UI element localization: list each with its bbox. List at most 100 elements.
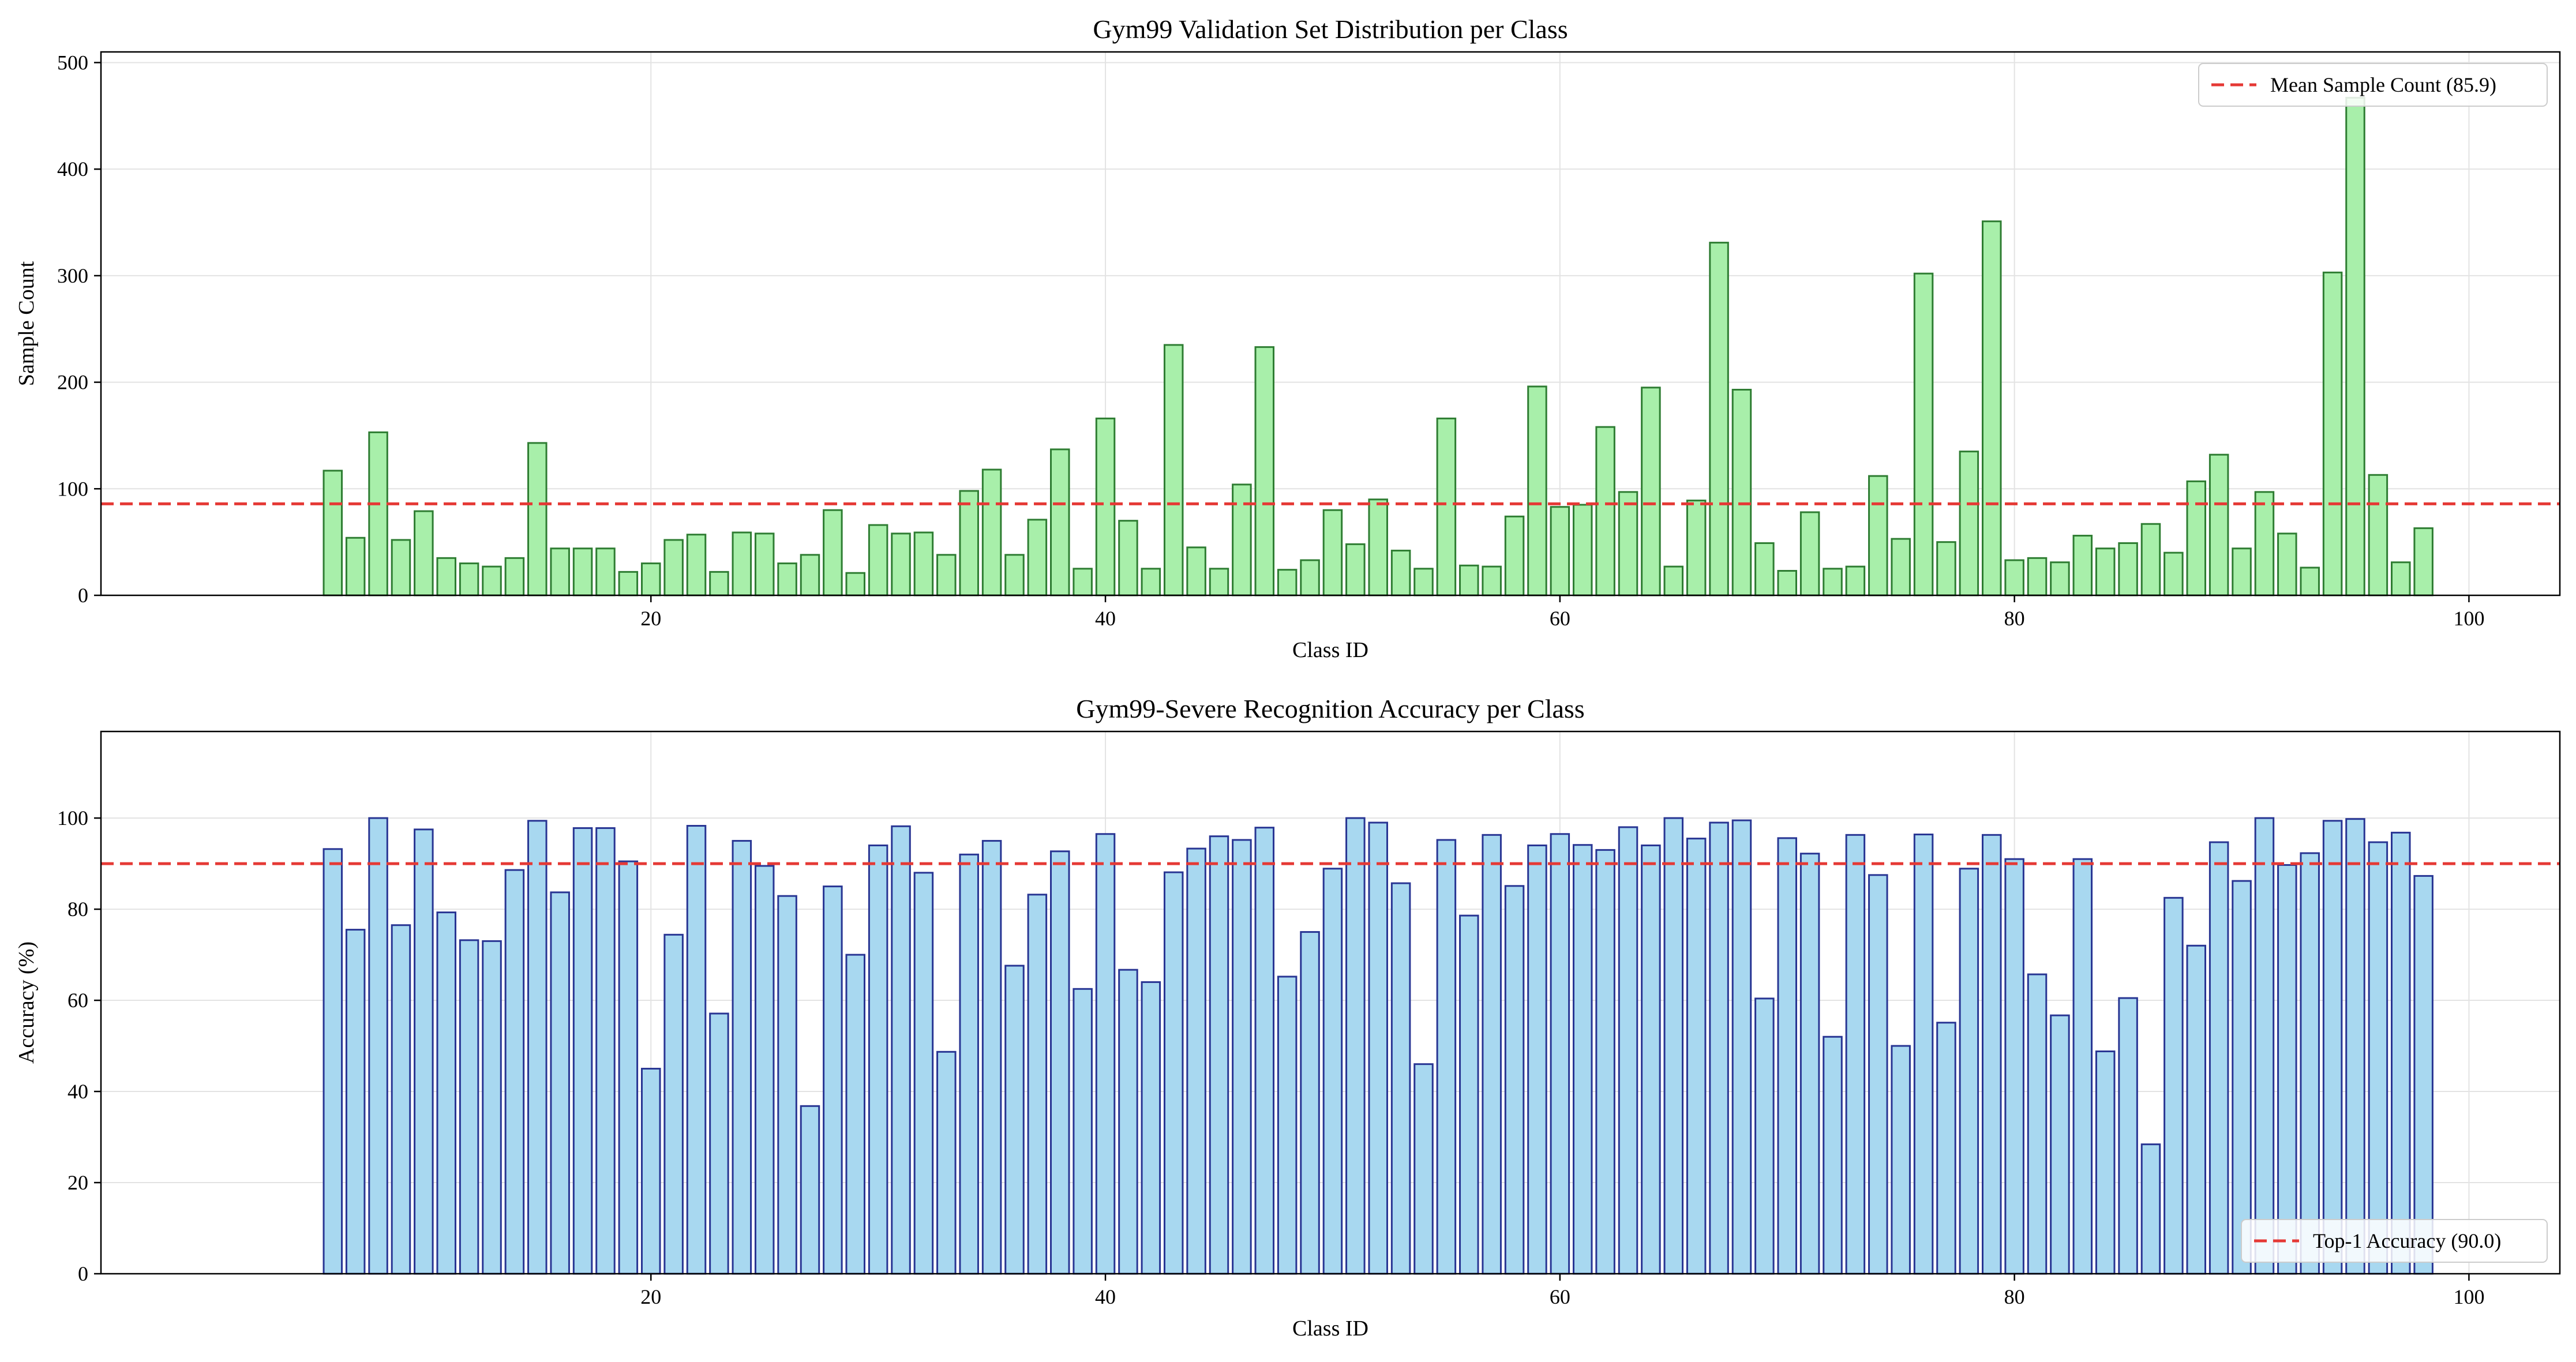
bar-class-40	[1095, 833, 1116, 1275]
bar-class-15	[527, 442, 548, 596]
bar-class-8	[368, 431, 388, 596]
x-tick-label: 20	[640, 1285, 661, 1308]
bar-class-69	[1754, 997, 1775, 1275]
bar-class-79	[1981, 220, 2002, 596]
bar-class-52	[1368, 821, 1388, 1275]
bar-class-70	[1777, 570, 1797, 596]
y-tick-label: 0	[78, 1262, 88, 1285]
bar-class-19	[618, 571, 639, 596]
bar-class-49	[1300, 931, 1320, 1275]
bar-class-16	[550, 547, 570, 596]
bar-class-56	[1459, 914, 1479, 1275]
bar-class-24	[732, 840, 752, 1275]
bar-class-85	[2118, 542, 2138, 596]
bar-class-27	[800, 554, 820, 596]
bar-class-84	[2095, 1050, 2116, 1275]
bar-class-51	[1345, 817, 1366, 1275]
bar-class-26	[777, 562, 797, 596]
bar-class-51	[1345, 543, 1366, 596]
bar-class-73	[1845, 565, 1866, 596]
bar-class-90	[2232, 880, 2252, 1275]
bar-class-22	[686, 534, 707, 596]
bar-class-86	[2140, 1143, 2161, 1275]
bar-class-13	[482, 565, 502, 596]
bar-class-62	[1595, 426, 1615, 596]
bar-class-22	[686, 825, 707, 1275]
bar-class-63	[1618, 826, 1638, 1275]
bar-class-57	[1482, 834, 1502, 1275]
bar-class-33	[936, 554, 957, 596]
bar-class-85	[2118, 997, 2138, 1275]
y-tick-label: 100	[57, 477, 88, 500]
bar-class-58	[1504, 515, 1525, 596]
bar-class-78	[1959, 868, 1979, 1275]
legend: Top-1 Accuracy (90.0)	[2241, 1219, 2548, 1263]
bar-class-77	[1936, 1022, 1956, 1275]
bar-class-49	[1300, 559, 1320, 596]
bar-class-6	[323, 848, 343, 1275]
bar-class-6	[323, 470, 343, 596]
bar-class-84	[2095, 547, 2116, 596]
bar-class-95	[2345, 818, 2365, 1275]
x-tick-label: 100	[2453, 1285, 2484, 1308]
y-tick-label: 500	[57, 51, 88, 74]
bar-class-7	[345, 929, 366, 1275]
bar-class-60	[1550, 833, 1570, 1275]
bar-class-95	[2345, 96, 2365, 596]
chart-title: Gym99 Validation Set Distribution per Cl…	[1093, 14, 1568, 44]
bar-class-37	[1027, 519, 1048, 596]
bar-class-87	[2163, 896, 2184, 1275]
bar-class-38	[1050, 850, 1070, 1275]
bar-class-21	[663, 933, 684, 1275]
bar-class-45	[1209, 568, 1229, 596]
bar-class-48	[1277, 569, 1298, 596]
legend-box	[2198, 63, 2548, 107]
y-tick-label: 100	[57, 806, 88, 830]
bar-class-53	[1390, 882, 1411, 1275]
bar-class-21	[663, 539, 684, 596]
bar-class-17	[572, 827, 593, 1275]
bar-class-61	[1572, 504, 1593, 596]
bar-class-89	[2208, 453, 2229, 596]
bar-class-91	[2254, 491, 2275, 596]
bar-class-68	[1731, 389, 1752, 596]
bar-class-72	[1823, 568, 1843, 596]
bar-class-43	[1163, 344, 1184, 596]
bar-class-87	[2163, 551, 2184, 596]
bar-class-12	[459, 939, 479, 1275]
bar-class-68	[1731, 819, 1752, 1275]
x-tick-label: 80	[2004, 607, 2025, 630]
bar-class-8	[368, 817, 388, 1275]
bar-class-75	[1891, 1045, 1911, 1275]
x-tick-label: 80	[2004, 1285, 2025, 1308]
bar-class-80	[2004, 559, 2024, 596]
bar-class-78	[1959, 451, 1979, 596]
y-tick-label: 200	[57, 371, 88, 394]
bar-class-88	[2186, 944, 2207, 1275]
bar-class-77	[1936, 541, 1956, 596]
bar-class-67	[1709, 821, 1729, 1275]
bar-class-11	[436, 911, 456, 1275]
bar-class-44	[1186, 847, 1206, 1275]
bar-class-19	[618, 860, 639, 1275]
bar-class-64	[1641, 387, 1661, 596]
bar-class-71	[1799, 853, 1820, 1275]
bar-class-62	[1595, 849, 1615, 1275]
bar-class-44	[1186, 546, 1206, 596]
bar-class-25	[754, 865, 775, 1275]
bar-class-40	[1095, 417, 1116, 596]
bar-class-79	[1981, 834, 2002, 1275]
bar-class-46	[1232, 839, 1252, 1275]
bar-class-66	[1686, 838, 1707, 1275]
bar-class-33	[936, 1050, 957, 1275]
bar-class-81	[2027, 557, 2048, 596]
bar-class-30	[868, 524, 888, 596]
bar-class-28	[823, 886, 843, 1275]
bar-class-31	[891, 532, 911, 596]
bar-class-83	[2072, 858, 2093, 1275]
bar-class-24	[732, 531, 752, 596]
x-tick-label: 60	[1550, 1285, 1570, 1308]
legend-label: Mean Sample Count (85.9)	[2270, 73, 2496, 96]
bar-class-17	[572, 547, 593, 596]
bar-class-72	[1823, 1035, 1843, 1275]
